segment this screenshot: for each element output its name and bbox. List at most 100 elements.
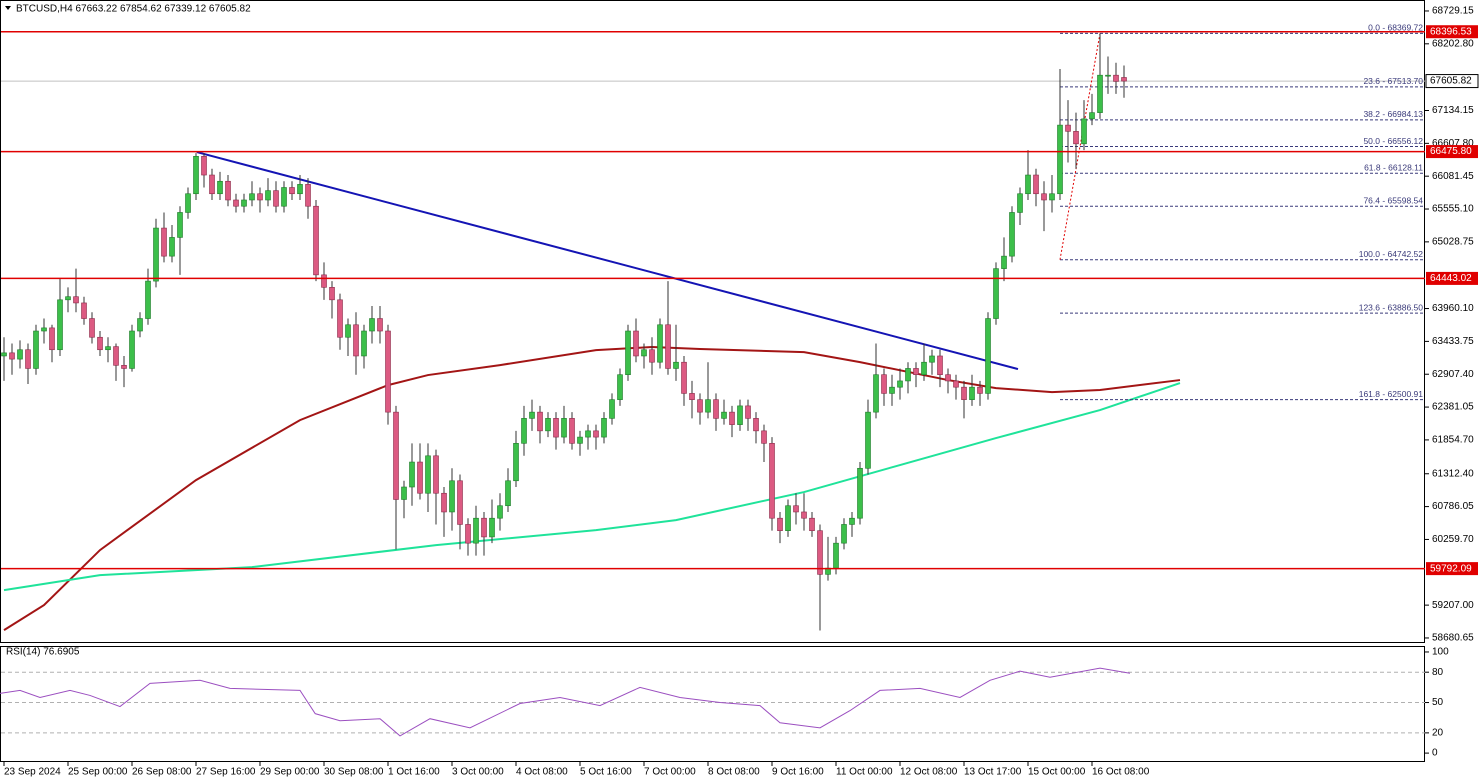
candle-body [1113,74,1119,82]
candle-body [889,386,895,394]
collapse-icon [5,6,11,10]
y-tick-label: 63433.75 [1432,336,1474,347]
candle-body [657,324,663,363]
x-tick-label: 4 Oct 08:00 [516,767,568,778]
x-tick-label: 23 Sep 2024 [4,767,61,778]
candle-body [673,361,679,369]
candle-body [513,443,519,482]
fib-label: 161.8 - 62500.91 [1359,389,1424,399]
y-tick-label: 67134.15 [1432,105,1474,116]
candle-body [97,336,103,351]
candle-body [969,386,975,400]
candle-body [521,418,527,444]
fib-label: 38.2 - 66984.13 [1363,109,1423,119]
rsi-line [0,667,1131,737]
candle-body [897,380,903,388]
candle-body [1025,174,1031,195]
x-tick-label: 3 Oct 00:00 [452,767,504,778]
candle-body [873,374,879,413]
chart-title: BTCUSD,H4 67663.22 67854.62 67339.12 676… [16,4,251,15]
x-tick-label: 9 Oct 16:00 [772,767,824,778]
candle-body [569,418,575,444]
candle-body [265,190,271,201]
candle-body [785,505,791,531]
candle-body [1041,193,1047,201]
candle-body [841,524,847,544]
y-tick-label: 65028.75 [1432,237,1474,248]
candle-body [649,349,655,363]
candle-body [217,180,223,195]
candle-body [137,318,143,332]
candle-body [801,511,807,519]
candle-body [121,365,127,369]
candle-body [929,355,935,363]
candle-body [273,190,279,207]
y-tick-label: 62907.40 [1432,369,1474,380]
candle-body [49,327,55,351]
candle-body [241,199,247,207]
level-price-label: 59792.09 [1430,563,1472,574]
candle-body [529,411,535,419]
candle-body [561,418,567,438]
candle-body [281,187,287,207]
x-tick-label: 25 Sep 00:00 [68,767,128,778]
candle-body [545,418,551,432]
candle-body [737,405,743,425]
candle-body [369,318,375,332]
candle-body [65,296,71,301]
candle-body [985,318,991,394]
candle-body [905,368,911,382]
candle-body [665,324,671,369]
candle-body [593,430,599,438]
candle-body [337,299,343,338]
y-tick-label: 65555.10 [1432,204,1474,215]
candle-body [793,505,799,513]
candle-body [409,461,415,488]
y-tick-label: 68202.80 [1432,38,1474,49]
y-tick-label: 100 [1432,647,1449,658]
fib-label: 23.6 - 67513.70 [1363,76,1423,86]
candle-body [961,386,967,400]
candle-body [89,318,95,338]
candle-body [553,418,559,438]
x-tick-label: 8 Oct 08:00 [708,767,760,778]
candle-body [633,330,639,357]
candle-body [881,374,887,394]
candle-body [129,330,135,369]
candle-body [1105,74,1111,77]
price-panel-frame [0,0,1425,643]
candle-body [193,156,199,195]
candle-body [1009,212,1015,257]
candle-body [145,280,151,319]
candle-body [1057,124,1063,195]
candle-body [921,361,927,375]
candle-body [601,418,607,438]
candle-body [401,486,407,500]
candle-body [177,212,183,238]
candle-body [73,296,79,304]
candle-body [697,399,703,413]
candle-body [713,399,719,419]
y-tick-label: 50 [1432,697,1444,708]
y-tick-label: 20 [1432,728,1444,739]
candle-body [1,352,7,357]
candle-body [817,530,823,575]
candle-body [433,455,439,494]
candle-body [721,411,727,419]
candle-body [345,324,351,338]
candle-body [1049,193,1055,201]
candle-body [761,430,767,444]
candle-body [753,418,759,432]
candle-body [865,411,871,469]
candle-body [689,393,695,400]
candle-body [449,480,455,513]
candle-body [185,193,191,213]
candle-body [993,268,999,319]
y-tick-label: 66607.80 [1432,138,1474,149]
candle-body [41,327,47,332]
candle-body [297,184,303,195]
last-price-label: 67605.82 [1430,76,1472,87]
candle-body [505,480,511,507]
candle-body [497,505,503,519]
